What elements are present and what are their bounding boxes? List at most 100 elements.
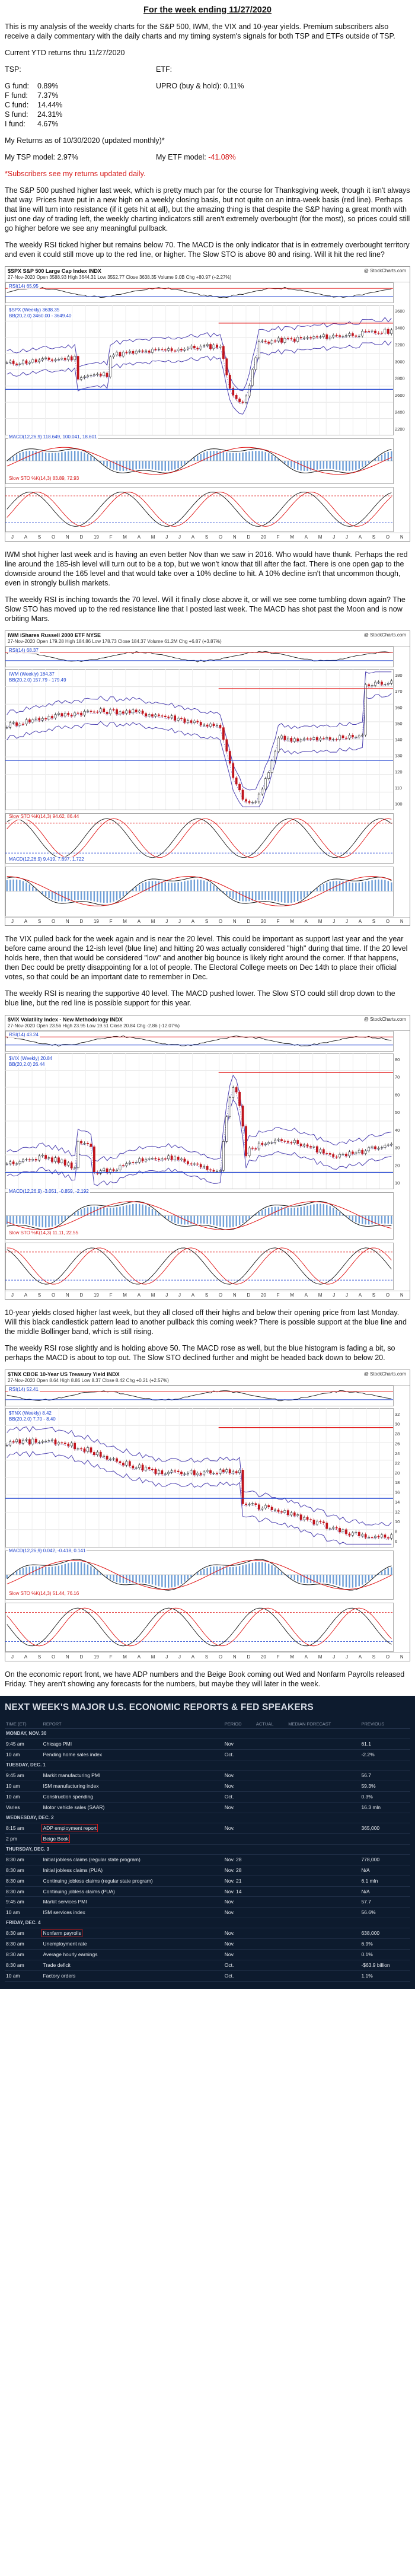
candle-body [312, 737, 315, 740]
calendar-cell [287, 1938, 360, 1950]
candle-body [74, 1167, 76, 1168]
rsi-label: RSI(14) 65.95 [8, 283, 40, 289]
fund-row: S fund: 24.31% [5, 110, 156, 119]
candle-body [180, 1158, 183, 1160]
candle-body [54, 359, 57, 361]
calendar-cell [287, 1865, 360, 1876]
macd-histogram-bar [32, 886, 34, 891]
candle-body [277, 1509, 280, 1512]
candle-body [145, 1466, 147, 1470]
x-tick-label: M [290, 1654, 294, 1660]
macd-histogram-bar [245, 891, 247, 902]
macd-histogram-bar [264, 1208, 266, 1216]
candle-body [99, 1451, 102, 1457]
calendar-cell [287, 1876, 360, 1887]
candle-body [319, 336, 322, 337]
macd-histogram-bar [177, 1215, 179, 1224]
candle-body [254, 1148, 257, 1150]
candle-body [128, 351, 131, 353]
etf-model-label: My ETF model: [156, 152, 209, 161]
macd-histogram-bar [122, 891, 124, 896]
macd-histogram-bar [362, 460, 363, 467]
candle-body [267, 1142, 270, 1144]
candle-body [290, 337, 293, 339]
macd-histogram-bar [39, 1566, 40, 1575]
panel-frame [5, 1242, 394, 1290]
macd-histogram-bar [200, 1215, 202, 1224]
candle-body [299, 1143, 302, 1146]
macd-histogram-bar [267, 891, 270, 900]
macd-histogram-bar [35, 451, 37, 461]
x-tick-label: A [358, 1654, 362, 1660]
x-tick-label: A [358, 918, 362, 924]
macd-histogram-bar [164, 460, 166, 471]
x-tick-label: O [385, 1292, 390, 1298]
x-tick-label: M [318, 918, 323, 924]
x-tick-label: O [51, 1292, 56, 1298]
macd-histogram-bar [216, 450, 218, 461]
candle-body [232, 1087, 235, 1098]
macd-histogram-bar [138, 1203, 141, 1216]
candle-body [112, 1168, 115, 1171]
macd-histogram-bar [216, 887, 218, 891]
bollinger-mid [7, 682, 392, 804]
rsi-label: RSI(14) 52.41 [8, 1386, 40, 1393]
macd-histogram-bar [155, 1211, 157, 1216]
candle-body [74, 355, 76, 360]
candle-body [235, 1087, 238, 1092]
macd-histogram-bar [349, 882, 350, 891]
macd-histogram-bar [290, 891, 292, 903]
calendar-day: TUESDAY, DEC. 1 [5, 1760, 410, 1771]
candle-body [80, 1141, 82, 1144]
candle-body [60, 712, 63, 716]
candle-body [148, 1466, 151, 1469]
calendar-cell: Nov. [223, 1802, 255, 1813]
macd-histogram-bar [142, 1574, 143, 1582]
macd-histogram-bar [126, 891, 127, 894]
macd-histogram-bar [187, 1215, 189, 1224]
candle-body [190, 345, 193, 348]
candle-body [325, 1152, 328, 1154]
macd-histogram-bar [87, 454, 89, 461]
rsi-line [7, 286, 392, 298]
candle-body [364, 684, 367, 735]
macd-histogram-bar [391, 1566, 392, 1575]
macd-histogram-bar [68, 891, 69, 901]
macd-histogram-bar [171, 882, 173, 891]
main-label: $TNX (Weekly) 8.42 [8, 1410, 53, 1416]
macd-histogram-bar [171, 460, 173, 470]
calendar-row: 10 am Factory orders Oct. 1.1% [5, 1970, 410, 1982]
candle-body [96, 1451, 99, 1455]
macd-histogram-bar [362, 1215, 363, 1224]
macd-histogram-bar [362, 1574, 363, 1585]
main-label: $SPX (Weekly) 3638.35 [8, 307, 61, 313]
candle-body [235, 1471, 238, 1473]
tnx-chart-plot: 32 30 28 26 24 22 20 18 16 14 12 10 8 6 [5, 1385, 400, 1652]
macd-histogram-bar [171, 1574, 173, 1587]
x-tick-label: 20 [260, 1654, 266, 1660]
macd-histogram-bar [226, 1215, 228, 1227]
sto-k-line [7, 818, 392, 858]
y-tick-label: 2600 [395, 393, 405, 398]
calendar-row: 10 am Construction spending Oct. 0.3% [5, 1791, 410, 1803]
macd-histogram-bar [320, 1203, 321, 1216]
macd-histogram-bar [355, 1574, 357, 1587]
macd-histogram-bar [106, 1574, 108, 1578]
x-tick-label: S [205, 1654, 209, 1660]
macd-histogram-bar [387, 451, 390, 461]
candle-body [132, 1465, 135, 1469]
candle-body [290, 1142, 293, 1143]
candle-body [22, 1440, 24, 1444]
sto-d-line [7, 1247, 392, 1285]
x-tick-label: A [191, 534, 195, 540]
fund-name: S fund: [5, 110, 28, 119]
candle-body [261, 340, 264, 342]
macd-histogram-bar [248, 891, 250, 901]
candle-body [387, 683, 390, 684]
x-tick-label: D [247, 534, 251, 540]
candle-body [225, 1469, 228, 1472]
macd-histogram-bar [9, 1215, 11, 1224]
bollinger-lower [7, 1098, 392, 1186]
macd-histogram-bar [293, 891, 295, 902]
macd-histogram-bar [100, 1572, 101, 1575]
